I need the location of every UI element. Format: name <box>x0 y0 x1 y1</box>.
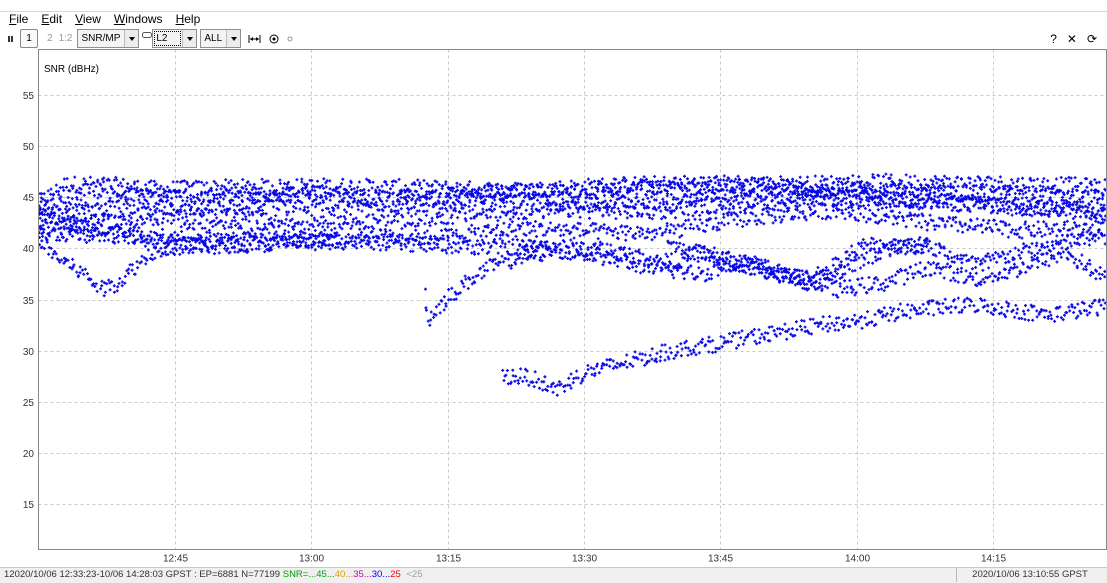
plot-type-value: SNR/MP <box>78 30 125 47</box>
satellite-value: ALL <box>201 30 227 47</box>
y-tick-label: 30 <box>23 347 35 358</box>
snr-series-6 <box>38 203 1107 287</box>
snr-level-45: 45... <box>316 569 335 580</box>
x-axis-ticks: 12:45 13:00 13:15 13:30 13:45 14:00 14:15 <box>163 554 1006 565</box>
chevron-down-icon <box>124 30 138 47</box>
status-range-text: 2020/10/06 12:33:23-10/06 14:28:03 GPST … <box>9 569 281 580</box>
snr-legend-low: <25 <box>406 569 423 580</box>
snr-level-40: 40... <box>334 569 354 580</box>
menu-view[interactable]: View <box>75 12 101 26</box>
toolbar-right-group: ? ✕ ⟳ <box>1040 28 1107 49</box>
status-summary: 12020/10/06 12:33:23-10/06 14:28:03 GPST… <box>4 568 423 582</box>
x-tick-label: 13:45 <box>708 554 733 565</box>
status-bar: 12020/10/06 12:33:23-10/06 14:28:03 GPST… <box>0 567 1107 583</box>
toggle-icon[interactable] <box>142 26 153 43</box>
y-tick-label: 50 <box>23 142 35 153</box>
fit-horizontal-icon[interactable] <box>248 30 261 47</box>
snr-level-30: 30... <box>371 569 391 580</box>
x-tick-label: 13:30 <box>572 554 597 565</box>
close-button[interactable]: ✕ <box>1066 31 1077 46</box>
menu-edit[interactable]: Edit <box>41 12 63 26</box>
y-tick-label: 35 <box>23 296 35 307</box>
chevron-down-icon <box>226 30 240 47</box>
menu-file[interactable]: File <box>9 12 29 26</box>
y-tick-label: 45 <box>23 193 35 204</box>
y-tick-label: 15 <box>23 500 35 511</box>
frame-1-button[interactable]: 1 <box>20 29 38 48</box>
snr-legend: 45...40...35...30...25 <box>316 569 401 580</box>
y-axis-ticks: 15 20 25 30 35 40 45 50 55 <box>23 91 35 511</box>
menu-windows[interactable]: Windows <box>113 12 163 26</box>
center-target-icon[interactable] <box>269 30 279 47</box>
status-frame-number: 1 <box>4 569 10 580</box>
x-tick-label: 13:15 <box>436 554 461 565</box>
x-tick-label: 14:00 <box>845 554 870 565</box>
help-button[interactable]: ? <box>1050 31 1057 46</box>
x-tick-label: 12:45 <box>163 554 188 565</box>
frequency-value: L2 <box>153 30 183 47</box>
snr-series-9 <box>664 236 929 292</box>
y-tick-label: 20 <box>23 449 35 460</box>
snr-series-3 <box>38 186 1107 225</box>
x-tick-label: 13:00 <box>299 554 324 565</box>
status-cursor-time: 2020/10/06 13:10:55 GPST <box>956 568 1103 582</box>
y-tick-label: 55 <box>23 91 35 102</box>
frequency-select[interactable]: L2 <box>152 29 198 48</box>
chevron-down-icon <box>182 30 196 47</box>
frame-1-2-button[interactable]: 1:2 <box>58 33 73 44</box>
plot-grid <box>38 49 1107 550</box>
menu-bar: File Edit View Windows Help <box>0 11 1107 28</box>
y-axis-label: SNR (dBHz) <box>44 64 99 75</box>
y-tick-label: 25 <box>23 398 35 409</box>
snr-plot[interactable]: SNR (dBHz) 15 20 25 30 35 40 45 50 55 12:45 13:00… <box>0 49 1107 567</box>
snr-series-11 <box>501 296 1107 397</box>
toolbar-grip-icon[interactable] <box>8 30 14 47</box>
snr-level-25: 25 <box>390 569 401 580</box>
plot-type-select[interactable]: SNR/MP <box>77 29 140 48</box>
toolbar: 1 2 1:2 SNR/MP L2 ALL ? ✕ ⟳ <box>0 28 1107 49</box>
window-title-strip <box>0 0 1107 12</box>
snr-series-8 <box>518 239 1107 299</box>
snr-series-10 <box>424 244 548 327</box>
menu-help[interactable]: Help <box>175 12 201 26</box>
small-circle-icon[interactable] <box>287 30 293 47</box>
frame-2-button[interactable]: 2 <box>47 33 53 44</box>
snr-level-35: 35... <box>353 569 372 580</box>
snr-scatter-points <box>38 172 1107 397</box>
y-tick-label: 40 <box>23 244 35 255</box>
x-tick-label: 14:15 <box>981 554 1006 565</box>
snr-legend-prefix: SNR=... <box>282 569 317 580</box>
satellite-select[interactable]: ALL <box>200 29 242 48</box>
reload-button[interactable]: ⟳ <box>1086 31 1097 46</box>
